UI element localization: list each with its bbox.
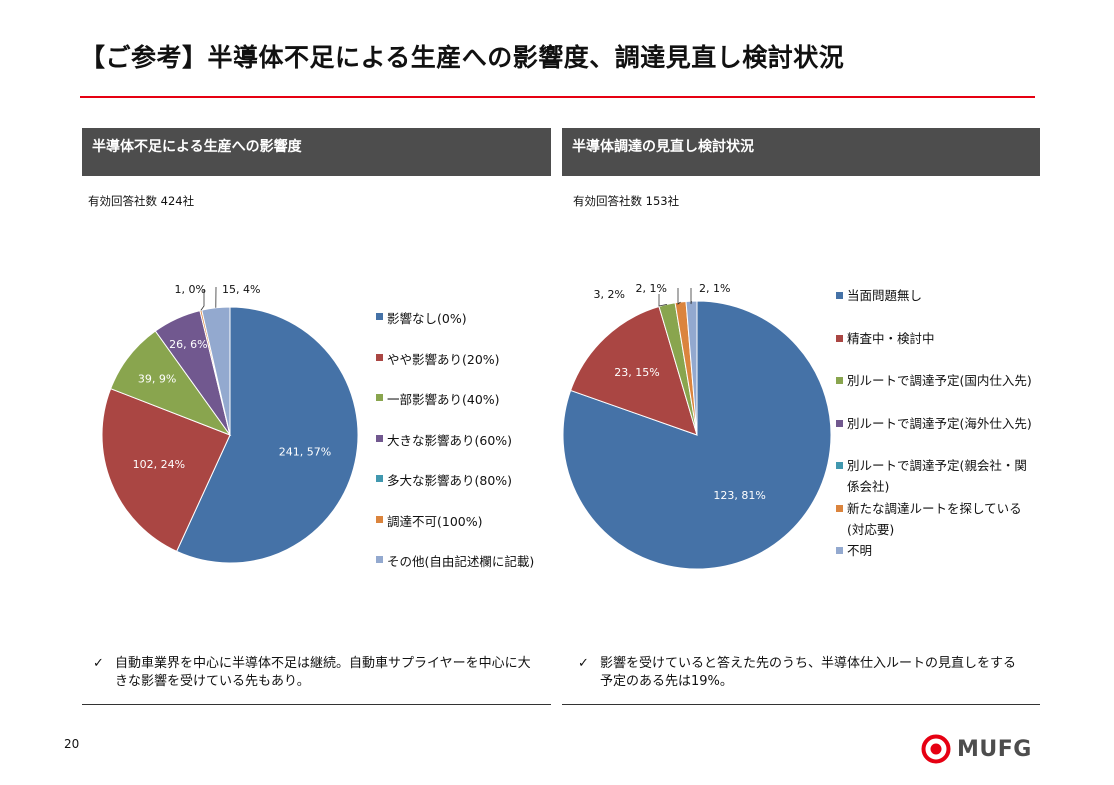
legend-swatch xyxy=(836,462,843,469)
legend-item: 一部影響あり(40%) xyxy=(376,389,500,408)
legend-item: 別ルートで調達予定(国内仕入先) xyxy=(836,370,1032,391)
procurement-pie-chart: 123, 81% 23, 15% 3, 2% 2, 1% 2, 1% xyxy=(562,282,832,570)
data-label: 1, 0% xyxy=(175,283,206,296)
leader-line xyxy=(658,294,668,307)
legend-item: 多大な影響あり(80%) xyxy=(376,470,512,489)
leader-line xyxy=(677,288,681,305)
title-divider xyxy=(80,96,1035,98)
legend-swatch xyxy=(836,334,843,342)
legend-label: 多大な影響あり(80%) xyxy=(387,473,513,488)
legend-item: 当面問題無し xyxy=(836,285,922,306)
data-label: 102, 24% xyxy=(133,458,185,471)
legend-label: その他(自由記述欄に記載) xyxy=(387,554,535,569)
mufg-logo: MUFG xyxy=(921,734,1032,764)
legend-swatch xyxy=(376,353,383,361)
data-label: 15, 4% xyxy=(222,283,260,296)
pie-slice-2 xyxy=(101,388,231,553)
legend-label: 新たな調達ルートを探している (対応要) xyxy=(847,500,1022,537)
page-number: 20 xyxy=(64,737,80,751)
legend-swatch xyxy=(836,292,843,299)
pie-slice-7 xyxy=(685,300,698,436)
legend-label: 調達不可(100%) xyxy=(387,513,483,529)
pie-slice-7 xyxy=(201,306,231,436)
legend-swatch xyxy=(376,434,383,442)
legend-item: その他(自由記述欄に記載) xyxy=(376,551,534,570)
legend-swatch xyxy=(376,556,383,563)
legend-item: 不明 xyxy=(836,540,872,561)
right-panel-header: 半導体調達の見直し検討状況 xyxy=(562,128,1040,176)
mufg-logo-icon xyxy=(921,734,951,764)
legend-swatch xyxy=(836,504,843,512)
data-label: 2, 1% xyxy=(699,282,730,295)
legend-swatch xyxy=(376,515,383,523)
right-respondent-count: 有効回答社数 153社 xyxy=(573,194,680,208)
legend-swatch xyxy=(376,394,383,401)
legend-item: やや影響あり(20%) xyxy=(376,349,500,368)
data-label: 23, 15% xyxy=(614,366,659,379)
left-panel-header: 半導体不足による生産への影響度 xyxy=(82,128,551,176)
legend-label: 別ルートで調達予定(親会社・関 係会社) xyxy=(847,458,1027,494)
data-label: 3, 2% xyxy=(594,288,625,301)
legend-item: 新たな調達ルートを探している (対応要) xyxy=(836,498,1022,540)
legend-label: 別ルートで調達予定(国内仕入先) xyxy=(847,373,1032,388)
pie-slice-2 xyxy=(569,305,698,436)
legend-label: 一部影響あり(40%) xyxy=(387,392,500,407)
legend-label: 別ルートで調達予定(海外仕入先) xyxy=(847,415,1032,431)
legend-label: 不明 xyxy=(847,543,873,558)
logo-text: MUFG xyxy=(957,736,1032,762)
check-icon: ✓ xyxy=(578,656,589,671)
legend-item: 別ルートで調達予定(親会社・関 係会社) xyxy=(836,455,1027,497)
impact-pie-chart: 241, 57% 102, 24% 39, 9% 26, 6% 1, 0% 15, 4% xyxy=(101,283,359,564)
pie-slice-1 xyxy=(176,306,359,564)
legend-label: 当面問題無し xyxy=(847,288,923,303)
legend-label: 影響なし(0%) xyxy=(387,311,467,326)
legend-label: 精査中・検討中 xyxy=(847,330,935,346)
data-label: 241, 57% xyxy=(279,445,331,458)
data-label: 2, 1% xyxy=(636,282,667,295)
left-note-divider xyxy=(82,704,551,705)
legend-swatch xyxy=(376,475,383,482)
right-note-text: 影響を受けていると答えた先のうち、半導体仕入ルートの見直しをする予定のある先は1… xyxy=(600,656,1017,689)
legend-item: 調達不可(100%) xyxy=(376,511,483,530)
page-title: 【ご参考】半導体不足による生産への影響度、調達見直し検討状況 xyxy=(80,43,845,72)
data-label: 26, 6% xyxy=(169,338,207,351)
legend-label: やや影響あり(20%) xyxy=(387,351,500,367)
legend-swatch xyxy=(836,419,843,427)
legend-item: 精査中・検討中 xyxy=(836,328,935,349)
legend-item: 影響なし(0%) xyxy=(376,308,467,327)
data-label: 123, 81% xyxy=(713,489,765,502)
legend-swatch xyxy=(836,547,843,554)
legend-swatch xyxy=(836,377,843,384)
check-icon: ✓ xyxy=(93,656,104,671)
right-note-divider xyxy=(562,704,1040,705)
data-label: 39, 9% xyxy=(138,373,176,386)
legend-item: 大きな影響あり(60%) xyxy=(376,430,512,449)
legend-item: 別ルートで調達予定(海外仕入先) xyxy=(836,413,1032,434)
left-note: ✓ 自動車業界を中心に半導体不足は継続。自動車サプライヤーを中心に大きな影響を受… xyxy=(93,655,543,691)
left-respondent-count: 有効回答社数 424社 xyxy=(88,194,195,208)
left-note-text: 自動車業界を中心に半導体不足は継続。自動車サプライヤーを中心に大きな影響を受けて… xyxy=(115,656,531,689)
leader-line xyxy=(200,289,205,311)
legend-label: 大きな影響あり(60%) xyxy=(387,432,513,448)
right-note: ✓ 影響を受けていると答えた先のうち、半導体仕入ルートの見直しをする予定のある先… xyxy=(578,655,1028,691)
legend-swatch xyxy=(376,313,383,320)
